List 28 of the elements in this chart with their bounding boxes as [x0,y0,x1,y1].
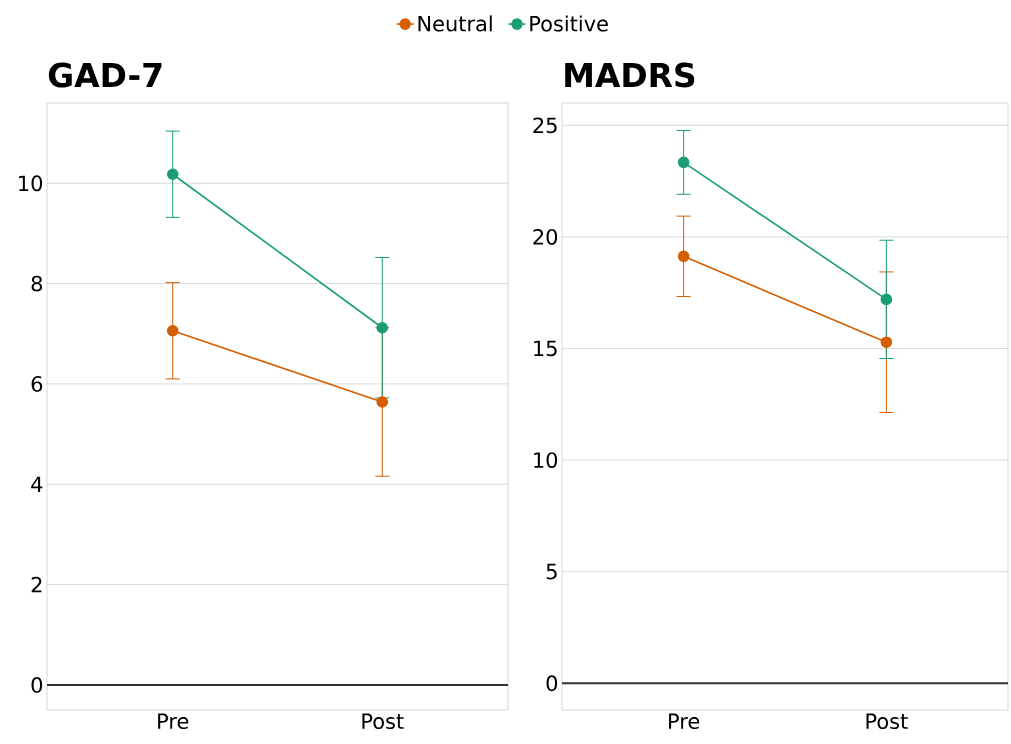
y-tick-label: 0 [31,677,43,693]
legend-label: Positive [530,15,608,32]
y-tick-label: 15 [534,340,557,357]
point [166,168,179,181]
legend-label: Neutral [418,15,492,32]
point [880,293,893,306]
y-tick-label: 0 [546,675,558,692]
chart-title: MADRS [565,62,695,88]
y-tick-label: 20 [533,228,558,245]
y-tick-label: 10 [19,175,43,192]
y-tick-label: 6 [31,376,43,392]
chart-title: GAD-7 [48,62,162,88]
x-tick-label: Pre [158,713,189,730]
point [376,396,389,408]
y-tick-label: 5 [546,563,557,580]
point [677,250,690,263]
point [677,156,690,169]
x-tick-label: Post [362,713,404,730]
y-tick-label: 8 [31,275,43,292]
x-tick-label: Pre [669,713,700,730]
y-tick-label: 4 [31,476,43,492]
y-tick-label: 2 [31,576,42,593]
y-tick-label: 10 [534,452,558,468]
x-tick-label: Post [866,713,908,730]
y-tick-label: 25 [533,117,557,134]
point [376,321,389,334]
point [166,324,179,337]
point [880,336,893,349]
